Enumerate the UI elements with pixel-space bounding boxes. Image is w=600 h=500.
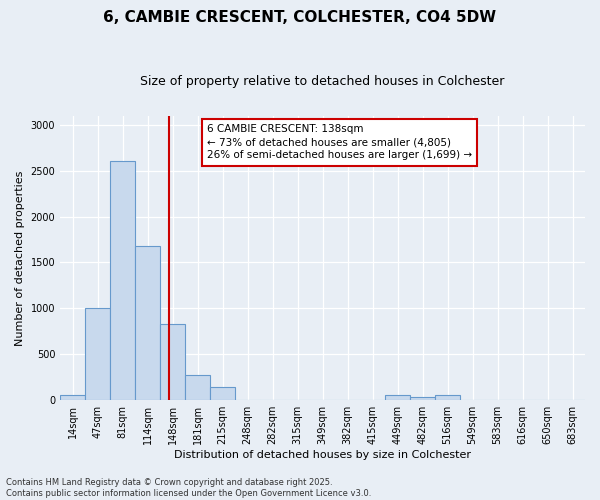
Bar [85,308,110,400]
Bar [60,394,85,400]
Text: 6, CAMBIE CRESCENT, COLCHESTER, CO4 5DW: 6, CAMBIE CRESCENT, COLCHESTER, CO4 5DW [103,10,497,25]
Text: 6 CAMBIE CRESCENT: 138sqm
← 73% of detached houses are smaller (4,805)
26% of se: 6 CAMBIE CRESCENT: 138sqm ← 73% of detac… [207,124,472,160]
Bar [135,246,160,400]
Bar [160,324,185,400]
Bar [110,162,135,400]
X-axis label: Distribution of detached houses by size in Colchester: Distribution of detached houses by size … [174,450,471,460]
Y-axis label: Number of detached properties: Number of detached properties [15,170,25,346]
Text: Contains HM Land Registry data © Crown copyright and database right 2025.
Contai: Contains HM Land Registry data © Crown c… [6,478,371,498]
Title: Size of property relative to detached houses in Colchester: Size of property relative to detached ho… [140,75,505,88]
Bar [435,394,460,400]
Bar [410,396,435,400]
Bar [210,388,235,400]
Bar [185,376,210,400]
Bar [385,394,410,400]
